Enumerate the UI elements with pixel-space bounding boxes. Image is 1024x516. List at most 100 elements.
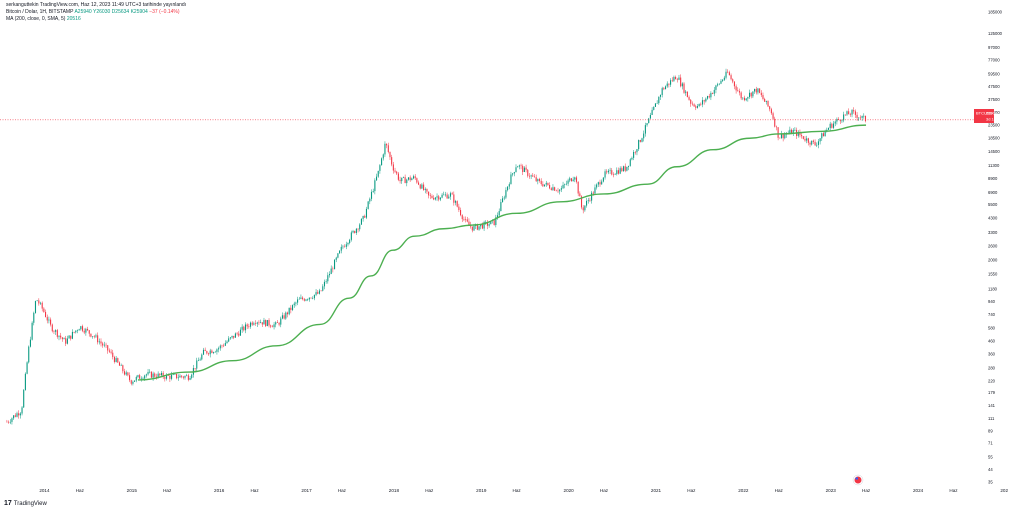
candle-body	[743, 97, 746, 101]
y-tick-label: 8900	[988, 176, 998, 181]
candle-body	[431, 195, 433, 198]
candle-body	[273, 324, 275, 328]
candle-body	[436, 196, 438, 198]
candle-body	[774, 118, 776, 127]
candle-body	[449, 193, 452, 197]
candle-body	[50, 319, 52, 325]
candle-body	[387, 145, 389, 153]
ma-legend[interactable]: MA (200, close, 0, SMA, 5) 20516	[6, 16, 186, 23]
candle-body	[811, 140, 813, 145]
candle-body	[51, 324, 53, 332]
candle-body	[134, 380, 136, 382]
candle-body	[418, 182, 420, 185]
y-tick-label: 47500	[988, 84, 1000, 89]
candle-body	[622, 166, 625, 172]
y-tick-label: 360	[988, 352, 996, 357]
candle-body	[797, 131, 799, 136]
candle-body	[439, 197, 441, 200]
candle-body	[60, 335, 62, 338]
x-tick-label: Haz	[949, 488, 958, 493]
candle-body	[281, 315, 284, 319]
candle-body	[456, 201, 458, 207]
candle-body	[87, 328, 89, 331]
candle-body	[229, 337, 231, 339]
candle-body	[118, 362, 121, 366]
candle-body	[303, 299, 305, 301]
candle-body	[357, 228, 359, 230]
candle-body	[654, 103, 657, 107]
candle-body	[575, 177, 578, 182]
symbol-legend[interactable]: Bitcoin / Dolar, 1H, BITSTAMP A25940 Y26…	[6, 9, 186, 16]
candle-body	[394, 170, 396, 172]
candle-body	[493, 219, 495, 226]
candle-body	[256, 322, 258, 324]
candle-body	[293, 303, 295, 306]
x-tick-label: Haz	[600, 488, 609, 493]
candle-body	[809, 142, 811, 145]
candle-body	[226, 341, 228, 344]
candle-body	[144, 375, 146, 379]
candle-body	[833, 123, 835, 128]
candle-body	[137, 375, 139, 377]
candle-body	[446, 194, 448, 199]
candle-body	[507, 186, 509, 191]
candle-body	[827, 128, 830, 130]
candle-body	[552, 187, 554, 191]
us-flag-icon[interactable]	[852, 474, 864, 486]
candle-body	[580, 196, 583, 208]
candle-body	[807, 138, 809, 143]
published-note: serkanguttekin TradingView.com, Haz 12, …	[6, 2, 187, 8]
candle-body	[312, 298, 314, 299]
candle-body	[300, 297, 302, 299]
candle-body	[644, 125, 646, 134]
candle-body	[416, 178, 418, 183]
candle-body	[241, 326, 243, 330]
candle-body	[794, 129, 796, 131]
candle-body	[112, 352, 114, 358]
candle-body	[55, 330, 57, 332]
candle-body	[266, 320, 268, 327]
candle-body	[686, 91, 688, 98]
candle-body	[315, 292, 317, 295]
price-axis[interactable]: 185000 125000 97000 77000 59500 47500 37500 295…	[988, 10, 1003, 485]
ohlc-low: D25634	[111, 9, 130, 15]
candle-body	[411, 178, 413, 181]
candle-body	[471, 226, 473, 231]
candle-body	[206, 351, 208, 354]
candles-group	[6, 68, 867, 425]
candle-body	[441, 194, 443, 198]
candle-body	[649, 114, 651, 119]
candle-body	[337, 253, 339, 258]
candle-body	[426, 188, 428, 192]
candle-body	[249, 322, 252, 327]
candle-body	[606, 171, 608, 173]
candle-body	[16, 413, 18, 417]
candle-body	[194, 368, 196, 369]
candle-body	[423, 184, 425, 190]
candle-body	[253, 323, 255, 325]
time-axis[interactable]: 2014 Haz 2015 Haz 2016 Haz 2017 Haz 2018 Haz 2019 H…	[39, 488, 1008, 493]
candle-body	[105, 344, 107, 346]
candle-body	[46, 317, 48, 321]
candle-body	[727, 71, 729, 73]
footer-branding[interactable]: 17 TradingView	[4, 500, 47, 507]
x-tick-label: 2024	[913, 488, 924, 493]
candle-body	[829, 123, 831, 129]
price-badge-bg	[974, 109, 994, 123]
candle-body	[278, 322, 280, 325]
candle-body	[24, 373, 26, 390]
candle-body	[122, 365, 124, 372]
candle-body	[715, 85, 717, 90]
candle-body	[612, 174, 615, 176]
ma-value: 20516	[66, 16, 81, 22]
candle-body	[512, 173, 514, 175]
candle-body	[332, 268, 334, 270]
candle-body	[717, 84, 719, 86]
candle-body	[365, 208, 368, 218]
candle-body	[822, 133, 825, 137]
candle-body	[179, 375, 181, 378]
candle-body	[21, 407, 23, 414]
candle-body	[100, 341, 102, 344]
